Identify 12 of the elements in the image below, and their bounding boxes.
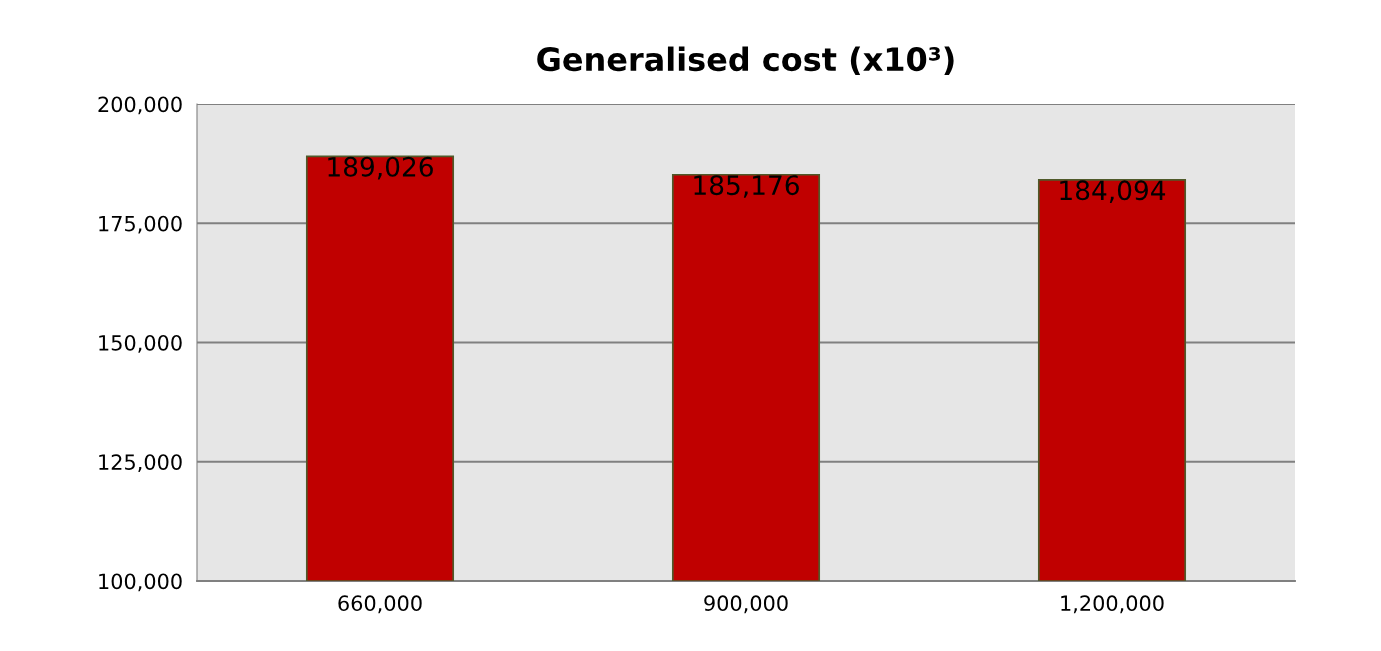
chart-title: Generalised cost (x10³) (537, 46, 954, 76)
data-label: 185,176 (694, 175, 799, 198)
data-label: 184,094 (1060, 180, 1166, 203)
y-tick-label: 200,000 (98, 96, 182, 115)
x-tick-label: 900,000 (704, 595, 788, 614)
y-tick-label: 100,000 (99, 573, 182, 592)
y-tick-label: 125,000 (99, 454, 182, 473)
x-tick-label: 1,200,000 (1061, 595, 1164, 614)
y-tick-label: 175,000 (99, 215, 182, 234)
x-tick-label: 660,000 (338, 595, 422, 614)
y-tick-label: 150,000 (99, 334, 182, 353)
data-label: 189,026 (328, 156, 433, 180)
